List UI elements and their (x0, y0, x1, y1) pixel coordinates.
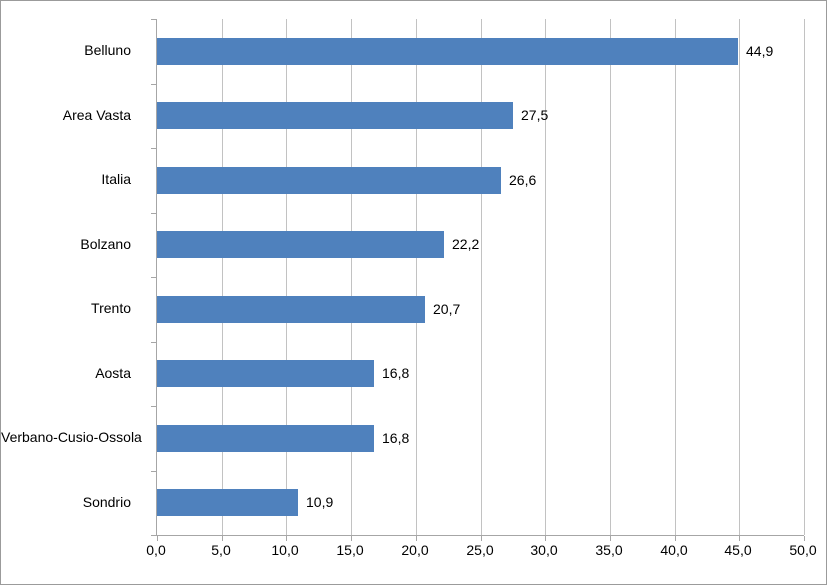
value-axis-label-1: 5,0 (211, 542, 231, 558)
bar-value-label: 27,5 (521, 107, 549, 123)
category-label-area-vasta: Area Vasta (62, 107, 131, 123)
bar-trento (157, 296, 425, 323)
bar-value-label: 26,6 (509, 172, 537, 188)
vertical-gridline (351, 19, 352, 535)
value-axis-tick (610, 536, 611, 541)
vertical-gridline (610, 19, 611, 535)
bar-value-label: 16,8 (382, 430, 410, 446)
plot-area: 44,9 27,5 26,6 22,2 20,7 16,8 16,8 10,9 (151, 19, 805, 541)
vertical-gridline (804, 19, 805, 535)
vertical-gridline (416, 19, 417, 535)
bar-value-label: 16,8 (382, 365, 410, 381)
category-axis-tick (151, 148, 157, 149)
vertical-gridline (481, 19, 482, 535)
value-axis-tick (804, 536, 805, 541)
value-axis-label-6: 30,0 (530, 542, 558, 558)
category-axis-tick (151, 342, 157, 343)
bar-verbano-cusio-ossola (157, 425, 374, 452)
category-axis-tick (151, 406, 157, 407)
bar-value-label: 22,2 (452, 236, 480, 252)
bar-bolzano (157, 231, 444, 258)
value-axis-tick (416, 536, 417, 541)
category-label-sondrio: Sondrio (82, 494, 131, 510)
value-axis-tick (286, 536, 287, 541)
vertical-gridline (675, 19, 676, 535)
bar-aosta (157, 360, 374, 387)
category-axis-tick (151, 471, 157, 472)
category-axis-labels: Belluno Area Vasta Italia Bolzano Trento Aost… (1, 19, 142, 535)
vertical-gridline (286, 19, 287, 535)
value-axis-tick (222, 536, 223, 541)
bar-value-label: 10,9 (306, 494, 334, 510)
category-axis-tick (151, 84, 157, 85)
category-label-aosta: Aosta (95, 365, 131, 381)
value-axis-tick (675, 536, 676, 541)
category-label-italia: Italia (101, 171, 131, 187)
vertical-gridline (222, 19, 223, 535)
value-axis-tick (739, 536, 740, 541)
category-label-trento: Trento (91, 300, 131, 316)
category-axis-tick (151, 277, 157, 278)
bar-sondrio (157, 489, 298, 516)
value-axis-label-3: 15,0 (336, 542, 364, 558)
category-axis-tick (151, 213, 157, 214)
value-axis-label-0: 0,0 (146, 542, 166, 558)
value-axis-tick (481, 536, 482, 541)
value-axis-label-10: 50,0 (789, 542, 817, 558)
category-axis-tick (151, 535, 157, 536)
category-label-bolzano: Bolzano (80, 236, 131, 252)
bar-area-vasta (157, 102, 513, 129)
value-axis-label-5: 25,0 (466, 542, 494, 558)
value-axis-label-9: 45,0 (724, 542, 752, 558)
value-axis-label-2: 10,0 (271, 542, 299, 558)
value-axis-label-4: 20,0 (401, 542, 429, 558)
bar-belluno (157, 38, 738, 65)
value-axis-label-7: 35,0 (595, 542, 623, 558)
value-axis-label-8: 40,0 (660, 542, 688, 558)
category-label-verbano-cusio-ossola: Verbano-Cusio-Ossola (1, 429, 142, 445)
category-label-belluno: Belluno (84, 42, 131, 58)
bar-value-label: 20,7 (433, 301, 461, 317)
bar-italia (157, 167, 501, 194)
value-axis-tick (545, 536, 546, 541)
vertical-gridline (545, 19, 546, 535)
value-axis-labels: 0,0 5,0 10,0 15,0 20,0 25,0 30,0 35,0 40,0 45,0 50… (146, 542, 816, 564)
value-axis-tick (157, 536, 158, 541)
value-axis-tick (351, 536, 352, 541)
bar-value-label: 44,9 (746, 43, 774, 59)
category-axis-tick (151, 19, 157, 20)
vertical-gridline (739, 19, 740, 535)
